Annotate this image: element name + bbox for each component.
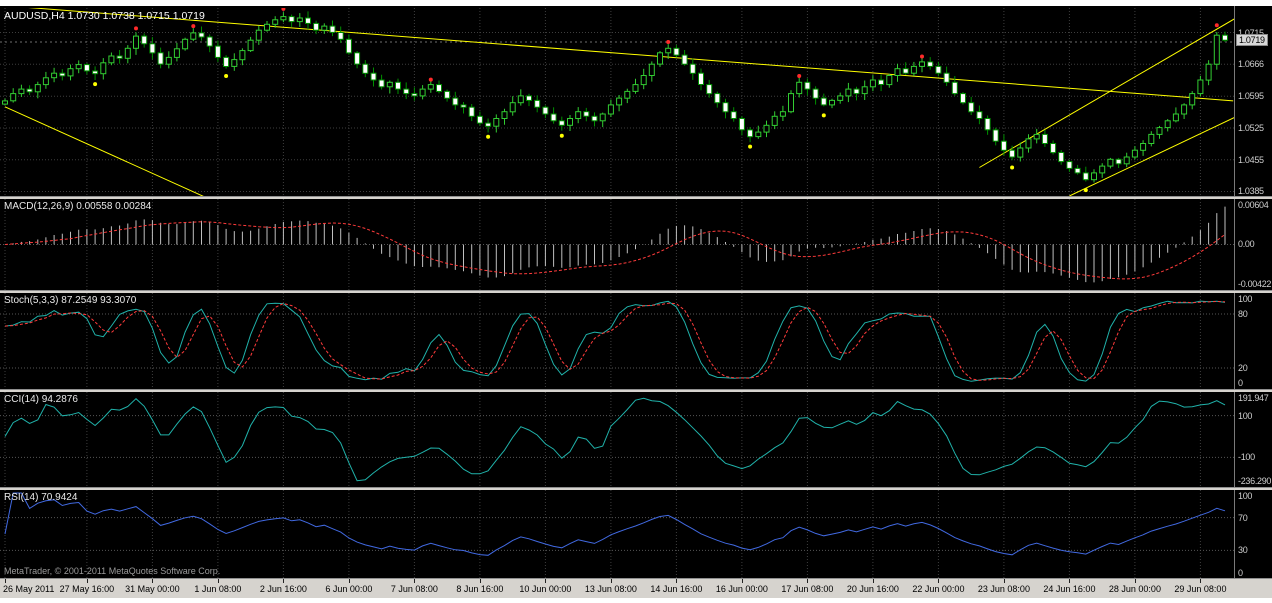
time-tick (283, 579, 285, 583)
time-label: 20 Jun 16:00 (846, 584, 899, 594)
panel-splitter[interactable] (0, 196, 1272, 199)
time-tick (938, 579, 940, 583)
chart-title: AUDUSD,H4 1.0730 1.0738 1.0715 1.0719 (4, 10, 205, 22)
scale-label: -0.00422 (1238, 279, 1272, 289)
time-tick (1134, 579, 1136, 583)
current-price-tag: 1.0719 (1236, 34, 1268, 47)
time-tick (676, 579, 678, 583)
scale-label: 70 (1238, 512, 1248, 523)
time-tick (1200, 579, 1202, 583)
time-label: 23 Jun 08:00 (977, 584, 1030, 594)
scale-label: 100 (1238, 410, 1253, 421)
time-tick (152, 579, 154, 583)
scale-label: 20 (1238, 363, 1248, 373)
time-label: 6 Jun 00:00 (325, 584, 373, 594)
time-tick (807, 579, 809, 583)
time-label: 28 Jun 00:00 (1108, 584, 1161, 594)
time-tick (545, 579, 547, 583)
time-tick (86, 579, 88, 583)
panel-splitter[interactable] (0, 487, 1272, 490)
panel-splitter[interactable] (0, 389, 1272, 392)
stochastic-chart-svg (0, 293, 1234, 389)
time-label: 26 May 2011 (3, 584, 55, 594)
scale-label: 1.0525 (1238, 123, 1264, 134)
scale-label: 191.947 (1238, 393, 1269, 403)
cci-panel[interactable]: CCI(14) 94.2876 (0, 392, 1234, 487)
copyright-text: MetaTrader, © 2001-2011 MetaQuotes Softw… (4, 566, 221, 576)
time-tick (479, 579, 481, 583)
panel-splitter[interactable] (0, 290, 1272, 293)
time-label: 2 Jun 16:00 (259, 584, 307, 594)
price-chart-panel[interactable]: AUDUSD,H4 1.0730 1.0738 1.0715 1.0719 (0, 8, 1234, 196)
time-tick (1003, 579, 1005, 583)
stochastic-title: Stoch(5,3,3) 87.2549 93.3070 (4, 295, 137, 306)
macd-title: MACD(12,26,9) 0.00558 0.00284 (4, 201, 152, 212)
scale-label: 1.0715 (1238, 27, 1264, 38)
macd-chart-svg (0, 199, 1234, 290)
scale-label: 0.00 (1238, 239, 1255, 250)
scale-label: 1.0385 (1238, 186, 1264, 197)
time-label: 16 Jun 00:00 (715, 584, 768, 594)
time-tick (348, 579, 350, 583)
cci-title: CCI(14) 94.2876 (4, 394, 78, 405)
time-tick (217, 579, 219, 583)
time-label: 29 Jun 08:00 (1174, 584, 1227, 594)
time-label: 8 Jun 16:00 (456, 584, 504, 594)
scale-label: 30 (1238, 545, 1248, 556)
time-axis[interactable]: 26 May 2011 27 May 16:00 31 May 00:00 1 Jun… (0, 578, 1272, 598)
time-tick (741, 579, 743, 583)
scale-label: 0 (1238, 568, 1243, 578)
scale-label: -236.290 (1238, 476, 1272, 486)
time-label: 17 Jun 08:00 (781, 584, 834, 594)
time-tick (414, 579, 416, 583)
scale-label: 100 (1238, 294, 1253, 304)
stochastic-panel[interactable]: Stoch(5,3,3) 87.2549 93.3070 (0, 293, 1234, 389)
scale-label: 100 (1238, 491, 1253, 501)
scale-label: 0.00604 (1238, 200, 1269, 210)
time-tick (872, 579, 874, 583)
candlestick-chart-svg (0, 8, 1234, 196)
rsi-panel[interactable]: RSI(14) 70.9424 MetaTrader, © 2001-2011 … (0, 490, 1234, 578)
time-label: 22 Jun 00:00 (912, 584, 965, 594)
macd-panel[interactable]: MACD(12,26,9) 0.00558 0.00284 (0, 199, 1234, 290)
time-label: 27 May 16:00 (59, 584, 115, 594)
time-label: 1 Jun 08:00 (194, 584, 242, 594)
time-label: 31 May 00:00 (125, 584, 180, 594)
time-tick (610, 579, 612, 583)
scale-label: 80 (1238, 309, 1248, 319)
time-tick (1069, 579, 1071, 583)
time-label: 24 Jun 16:00 (1043, 584, 1096, 594)
scale-label: 1.0666 (1238, 59, 1264, 70)
scale-label: 1.0595 (1238, 91, 1264, 102)
chart-terminal: AUDUSD,H4 1.0730 1.0738 1.0715 1.0719 MA… (0, 6, 1272, 598)
time-label: 7 Jun 08:00 (390, 584, 438, 594)
time-tick (5, 579, 6, 583)
time-label: 10 Jun 00:00 (519, 584, 572, 594)
time-label: 14 Jun 16:00 (650, 584, 703, 594)
scale-label: -100 (1238, 452, 1255, 463)
cci-chart-svg (0, 392, 1234, 487)
scale-label: 0 (1238, 378, 1243, 388)
rsi-title: RSI(14) 70.9424 (4, 492, 78, 503)
scale-label: 1.0455 (1238, 154, 1264, 165)
time-label: 13 Jun 08:00 (584, 584, 637, 594)
rsi-chart-svg (0, 490, 1234, 578)
